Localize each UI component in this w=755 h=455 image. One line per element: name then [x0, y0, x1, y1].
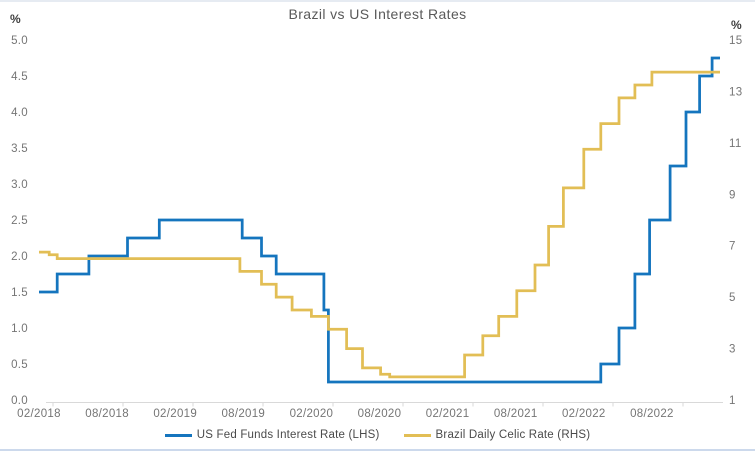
legend-line-swatch-blue [164, 433, 192, 437]
x-axis-tick-label: 02/2020 [290, 408, 334, 420]
x-axis-tick-label: 08/2020 [358, 408, 402, 420]
left-axis-unit-label: % [10, 12, 21, 26]
legend: US Fed Funds Interest Rate (LHS) Brazil … [0, 429, 755, 441]
left-axis-tick-label: 4.5 [11, 71, 28, 83]
left-axis-tick-label: 0.5 [11, 359, 28, 371]
x-axis-tick-label: 02/2018 [17, 408, 61, 420]
legend-line-swatch-yellow [403, 433, 431, 437]
left-axis-tick-label: 5.0 [11, 35, 28, 47]
legend-label-brazil-selic: Brazil Daily Celic Rate (RHS) [435, 429, 591, 441]
left-axis-tick-label: 3.0 [11, 179, 28, 191]
x-axis-tick-label: 08/2021 [494, 408, 538, 420]
right-axis-tick-label: 5 [729, 292, 736, 304]
x-axis-tick-label: 08/2018 [85, 408, 129, 420]
left-axis-tick-label: 1.0 [11, 323, 28, 335]
left-axis-tick-label: 4.0 [11, 107, 28, 119]
left-axis-tick-label: 2.5 [11, 215, 28, 227]
series-line-brazil-selic [39, 70, 720, 379]
right-axis-tick-label: 7 [729, 241, 736, 253]
legend-item-us-fed-funds: US Fed Funds Interest Rate (LHS) [164, 429, 380, 441]
top-border-line [0, 0, 755, 2]
bottom-border-line [0, 449, 755, 451]
left-axis-tick-label: 1.5 [11, 287, 28, 299]
series-line-us-fed-funds [39, 56, 720, 384]
legend-label-us-fed-funds: US Fed Funds Interest Rate (LHS) [196, 429, 380, 441]
left-axis-tick-label: 0.0 [11, 395, 28, 407]
chart-title: Brazil vs US Interest Rates [288, 6, 467, 22]
right-axis-tick-label: 13 [729, 86, 742, 98]
x-axis-tick-label: 08/2022 [630, 408, 674, 420]
right-axis-unit-label: % [731, 18, 742, 32]
x-axis-tick-label: 02/2022 [562, 408, 606, 420]
right-axis-tick-label: 15 [729, 35, 742, 47]
right-axis-tick-label: 1 [729, 395, 736, 407]
right-axis-tick-label: 11 [729, 138, 742, 150]
left-axis-tick-label: 3.5 [11, 143, 28, 155]
left-axis-tick-label: 2.0 [11, 251, 28, 263]
legend-item-brazil-selic: Brazil Daily Celic Rate (RHS) [403, 429, 591, 441]
x-axis-tick-label: 02/2021 [426, 408, 470, 420]
right-axis-tick-label: 3 [729, 344, 736, 356]
x-axis-tick-label: 08/2019 [221, 408, 265, 420]
x-axis-tick-label: 02/2019 [153, 408, 197, 420]
right-axis-tick-label: 9 [729, 189, 736, 201]
